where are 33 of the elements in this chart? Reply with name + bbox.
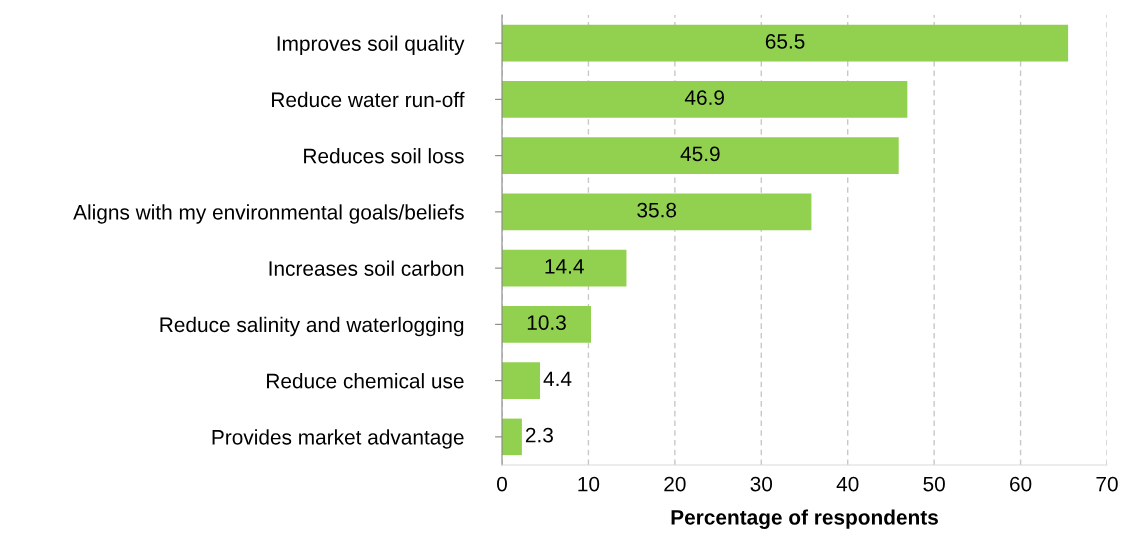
x-tick-label: 30 (750, 476, 773, 492)
x-tick-label: 40 (836, 476, 859, 492)
data-label: 65.5 (765, 33, 805, 49)
data-label: 2.3 (525, 427, 553, 443)
data-label: 10.3 (527, 315, 566, 330)
data-label: 35.8 (637, 202, 677, 218)
x-tick-label: 0 (497, 476, 507, 492)
x-tick-label: 20 (664, 476, 686, 492)
x-axis-title: Percentage of respondents (671, 509, 938, 529)
data-label: 4.4 (543, 371, 572, 387)
bar (502, 24, 1069, 62)
x-tick-label: 50 (923, 476, 945, 492)
x-tick-label: 60 (1010, 476, 1032, 492)
data-label: 45.9 (680, 146, 720, 162)
y-tick-label: Reduce water run-off (272, 91, 465, 108)
bar (502, 137, 899, 174)
y-tick-label: Reduce chemical use (267, 373, 464, 389)
x-tick-label: 10 (578, 476, 600, 492)
y-tick-label: Reduce salinity and waterlogging (160, 316, 464, 337)
bar (502, 81, 908, 118)
bar (502, 249, 627, 287)
data-label: 46.9 (684, 90, 724, 105)
bar (502, 193, 812, 231)
y-tick-label: Reduces soil loss (304, 148, 464, 164)
bar (502, 418, 522, 456)
y-tick-label: Provides market advantage (212, 429, 464, 449)
y-tick-label: Increases soil carbon (269, 260, 464, 276)
bar (502, 362, 541, 399)
x-tick-label: 70 (1096, 476, 1118, 492)
data-label: 14.4 (545, 259, 584, 274)
y-tick-label: Improves soil quality (277, 35, 465, 55)
bar (502, 306, 592, 343)
y-tick-label: Aligns with my environmental goals/beliefs (73, 204, 464, 224)
